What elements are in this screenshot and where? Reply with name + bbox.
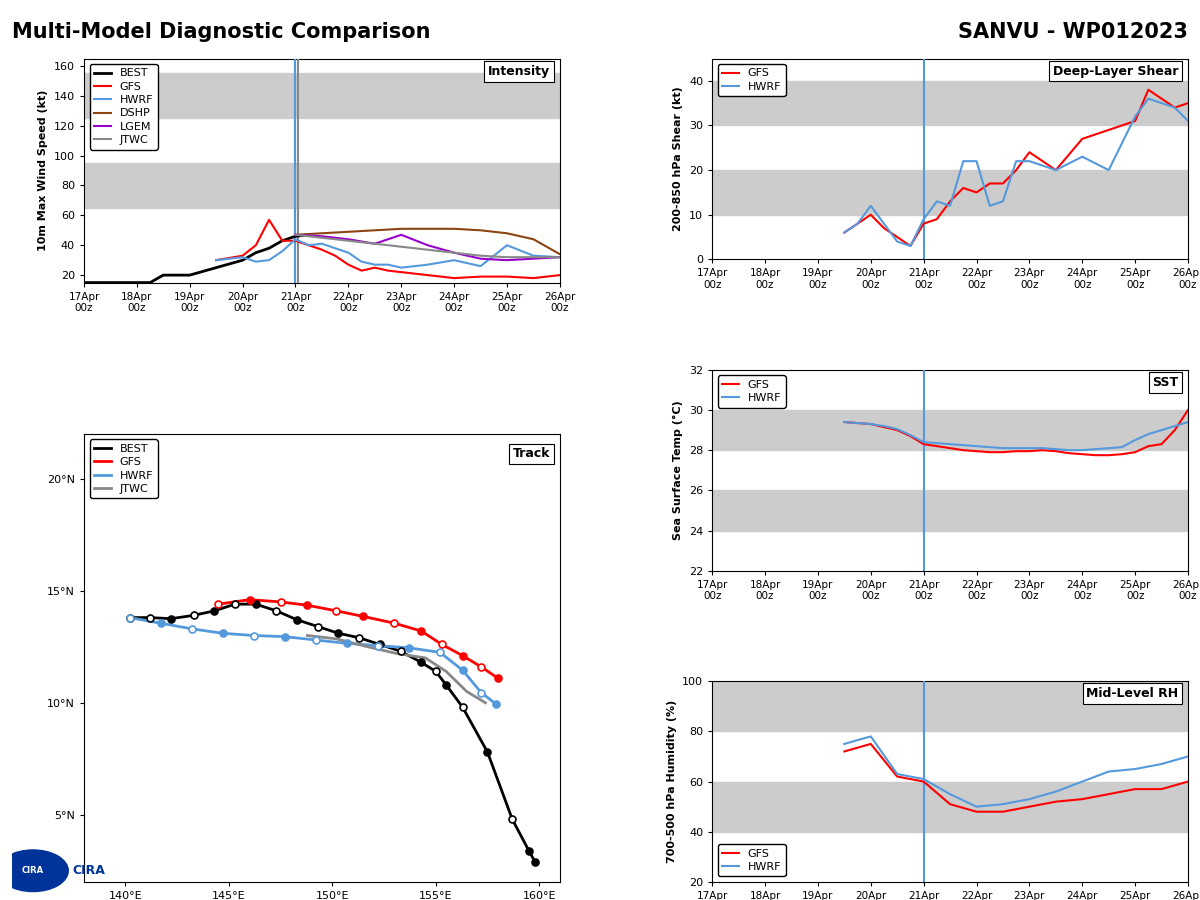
Y-axis label: 10m Max Wind Speed (kt): 10m Max Wind Speed (kt) xyxy=(38,90,48,251)
Y-axis label: 700-500 hPa Humidity (%): 700-500 hPa Humidity (%) xyxy=(666,700,677,863)
Bar xyxy=(712,491,1188,530)
Text: SANVU - WP012023: SANVU - WP012023 xyxy=(958,22,1188,42)
Y-axis label: Sea Surface Temp (°C): Sea Surface Temp (°C) xyxy=(673,400,683,540)
Text: Track: Track xyxy=(512,447,551,460)
Bar xyxy=(712,781,1188,832)
Legend: BEST, GFS, HWRF, JTWC: BEST, GFS, HWRF, JTWC xyxy=(90,439,157,499)
Text: Deep-Layer Shear: Deep-Layer Shear xyxy=(1052,65,1178,77)
Bar xyxy=(84,163,560,208)
Text: SST: SST xyxy=(1152,376,1178,389)
Legend: BEST, GFS, HWRF, DSHP, LGEM, JTWC: BEST, GFS, HWRF, DSHP, LGEM, JTWC xyxy=(90,64,157,149)
Text: CIRA: CIRA xyxy=(72,864,106,878)
Legend: GFS, HWRF: GFS, HWRF xyxy=(718,844,786,877)
Bar xyxy=(712,170,1188,215)
Text: CIRA: CIRA xyxy=(22,866,44,875)
Text: Multi-Model Diagnostic Comparison: Multi-Model Diagnostic Comparison xyxy=(12,22,431,42)
Text: Intensity: Intensity xyxy=(488,65,551,78)
Bar xyxy=(84,74,560,118)
Bar xyxy=(712,81,1188,125)
Bar xyxy=(712,681,1188,732)
Y-axis label: 200-850 hPa Shear (kt): 200-850 hPa Shear (kt) xyxy=(673,86,684,231)
Text: Mid-Level RH: Mid-Level RH xyxy=(1086,688,1178,700)
Circle shape xyxy=(0,850,68,892)
Legend: GFS, HWRF: GFS, HWRF xyxy=(718,375,786,408)
Legend: GFS, HWRF: GFS, HWRF xyxy=(718,64,786,96)
Bar xyxy=(712,410,1188,450)
